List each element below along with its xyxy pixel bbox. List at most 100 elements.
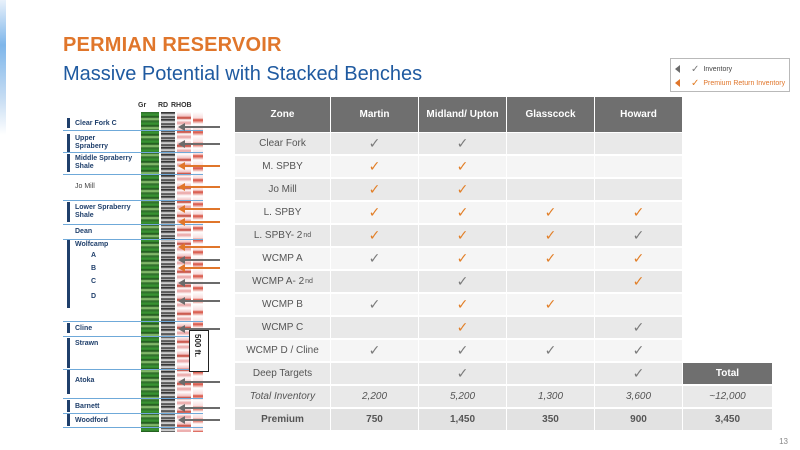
orange-check-icon: ✓ <box>632 250 645 267</box>
mark-cell: ✓ <box>331 179 419 201</box>
zone-label: Strawn <box>75 340 99 347</box>
mark-cell: ✓ <box>507 248 595 270</box>
zone-cell: Jo Mill <box>235 179 331 201</box>
gray-check-icon: ✓ <box>632 227 645 244</box>
mark-cell: ✓ <box>331 248 419 270</box>
mark-cell: ✓ <box>419 225 507 247</box>
zone-name: Clear Fork <box>259 138 306 149</box>
gray-arrow-icon <box>178 404 220 412</box>
mark-cell <box>507 271 595 293</box>
zone-label: Upper Spraberry <box>75 135 109 150</box>
orange-arrow-icon <box>178 205 220 213</box>
premium-row: Premium 750 1,450 350 900 3,450 <box>235 409 773 431</box>
table-row: Deep Targets ✓ ✓ Total <box>235 363 773 385</box>
orange-check-icon: ✓ <box>456 204 469 221</box>
orange-check-icon: ✓ <box>456 296 469 313</box>
legend-inventory-label: Inventory <box>703 65 733 73</box>
zone-bar <box>67 240 70 308</box>
mark-cell: ✓ <box>419 248 507 270</box>
zone-boundary <box>63 174 203 175</box>
zone-label: D <box>91 293 97 300</box>
gray-check-icon: ✓ <box>632 365 645 382</box>
gray-check-icon: ✓ <box>544 342 557 359</box>
orange-check-icon: ✓ <box>456 250 469 267</box>
zone-boundary <box>63 152 203 153</box>
gray-check-icon: ✓ <box>456 273 469 290</box>
zone-boundary <box>63 200 203 201</box>
table-row: Clear Fork ✓ ✓ <box>235 133 773 155</box>
zone-name: WCMP D / Cline <box>246 345 319 356</box>
value-cell: 5,200 <box>419 386 507 408</box>
zone-cell: WCMP D / Cline <box>235 340 331 362</box>
mark-cell: ✓ <box>419 294 507 316</box>
orange-arrow-icon <box>675 79 689 87</box>
mark-cell: ✓ <box>419 156 507 178</box>
row-label: Total Inventory <box>235 386 331 408</box>
mark-cell: ✓ <box>595 340 683 362</box>
orange-arrow-icon <box>178 218 220 226</box>
zone-boundary <box>63 130 203 131</box>
zone-label: Barnett <box>75 403 100 410</box>
mark-cell: ✓ <box>419 317 507 339</box>
zone-bar <box>67 202 70 222</box>
mark-cell: ✓ <box>595 271 683 293</box>
mark-cell <box>507 133 595 155</box>
zone-boundary <box>63 224 203 225</box>
orange-check-icon: ✓ <box>544 296 557 313</box>
mark-cell <box>331 271 419 293</box>
left-accent-bar <box>0 0 6 450</box>
zone-bar <box>67 154 70 172</box>
zone-bar <box>67 414 70 426</box>
mark-cell <box>595 294 683 316</box>
zone-name: WCMP A- 2 <box>252 276 305 287</box>
zone-bar <box>67 370 70 394</box>
zone-label: Middle Spraberry Shale <box>75 155 133 170</box>
orange-check-icon: ✓ <box>456 227 469 244</box>
column-header: Zone <box>235 97 331 133</box>
mark-cell <box>507 363 595 385</box>
value-cell: 900 <box>595 409 683 431</box>
log-track-extra <box>193 112 203 432</box>
zone-label: A <box>91 252 97 259</box>
mark-cell: ✓ <box>595 317 683 339</box>
depth-scale-bar: 500 ft. <box>189 330 209 372</box>
mark-cell: ✓ <box>595 363 683 385</box>
mark-cell: ✓ <box>331 340 419 362</box>
gray-check-icon: ✓ <box>691 63 700 75</box>
zone-label: Jo Mill <box>75 183 95 190</box>
page-title: PERMIAN RESERVOIR <box>63 34 282 56</box>
value-cell: ~12,000 <box>683 386 773 408</box>
page-number: 13 <box>779 437 788 446</box>
gray-arrow-icon <box>178 378 220 386</box>
gray-check-icon: ✓ <box>456 135 469 152</box>
orange-check-icon: ✓ <box>456 158 469 175</box>
zone-label: Wolfcamp <box>75 241 109 248</box>
mark-cell: ✓ <box>507 340 595 362</box>
table-row: Jo Mill ✓ ✓ <box>235 179 773 201</box>
orange-arrow-icon <box>178 243 220 251</box>
value-cell: 350 <box>507 409 595 431</box>
mark-cell <box>595 156 683 178</box>
zone-bar <box>67 338 70 368</box>
mark-cell <box>507 179 595 201</box>
mark-cell: ✓ <box>595 248 683 270</box>
gray-arrow-icon <box>178 123 220 131</box>
value-cell: 750 <box>331 409 419 431</box>
mark-cell <box>331 363 419 385</box>
zone-label: Cline <box>75 325 93 332</box>
zone-cell: Deep Targets <box>235 363 331 385</box>
mark-cell: ✓ <box>507 225 595 247</box>
zone-boundary <box>63 336 203 337</box>
zone-bar <box>67 134 70 152</box>
table-header-row: Zone Martin Midland/ Upton Glasscock How… <box>235 97 773 133</box>
value-cell: 1,450 <box>419 409 507 431</box>
table-row: L. SPBY ✓ ✓ ✓ ✓ <box>235 202 773 224</box>
gray-check-icon: ✓ <box>368 250 381 267</box>
orange-check-icon: ✓ <box>632 204 645 221</box>
log-header-rhob: RHOB <box>171 102 192 109</box>
orange-arrow-icon <box>178 162 220 170</box>
zone-cell: WCMP A <box>235 248 331 270</box>
orange-check-icon: ✓ <box>368 227 381 244</box>
zone-label: C <box>91 278 97 285</box>
